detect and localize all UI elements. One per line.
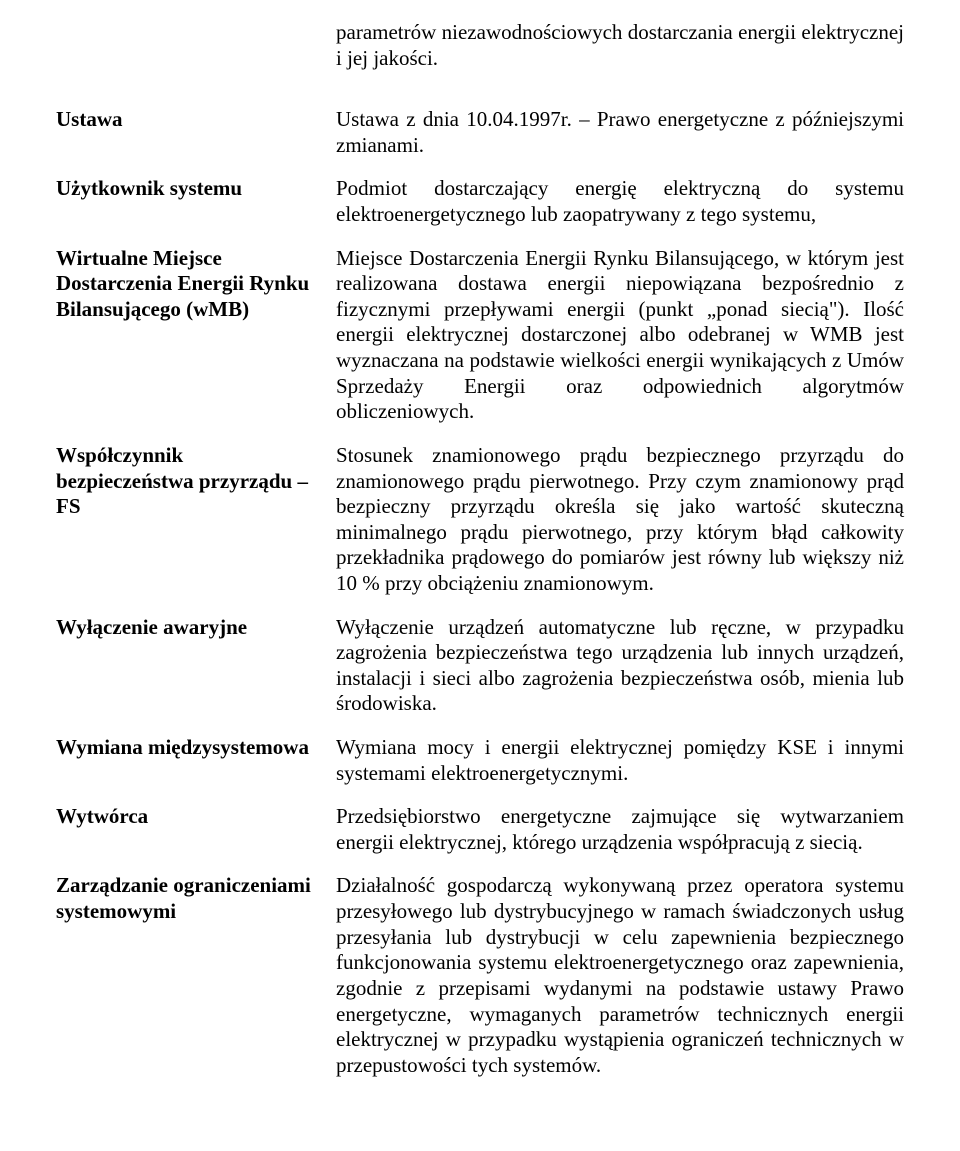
definition-term: Wymiana międzysystemowa <box>56 735 336 786</box>
definition-row: Wyłączenie awaryjneWyłączenie urządzeń a… <box>56 615 904 717</box>
definition-row: UstawaUstawa z dnia 10.04.1997r. – Prawo… <box>56 107 904 158</box>
intro-term-blank <box>56 20 336 89</box>
definition-term: Współczynnik bezpieczeństwa przyrządu – … <box>56 443 336 597</box>
definition-row: Zarządzanie ograniczeniami systemowymiDz… <box>56 873 904 1078</box>
definition-row: Współczynnik bezpieczeństwa przyrządu – … <box>56 443 904 597</box>
intro-row: parametrów niezawodnościowych dostarczan… <box>56 20 904 89</box>
definition-text: Wymiana mocy i energii elektrycznej pomi… <box>336 735 904 786</box>
definition-term: Wirtualne Miejsce Dostarczenia Energii R… <box>56 246 336 425</box>
definition-term: Zarządzanie ograniczeniami systemowymi <box>56 873 336 1078</box>
definition-text: Miejsce Dostarczenia Energii Rynku Bilan… <box>336 246 904 425</box>
document-page: parametrów niezawodnościowych dostarczan… <box>0 0 960 1151</box>
definition-term: Użytkownik systemu <box>56 176 336 227</box>
definition-text: Ustawa z dnia 10.04.1997r. – Prawo energ… <box>336 107 904 158</box>
definition-term: Wyłączenie awaryjne <box>56 615 336 717</box>
definition-term: Wytwórca <box>56 804 336 855</box>
definition-row: WytwórcaPrzedsiębiorstwo energetyczne za… <box>56 804 904 855</box>
definition-text: Stosunek znamionowego prądu bezpiecznego… <box>336 443 904 597</box>
definition-term: Ustawa <box>56 107 336 158</box>
definitions-list: UstawaUstawa z dnia 10.04.1997r. – Prawo… <box>56 107 904 1078</box>
definition-row: Wirtualne Miejsce Dostarczenia Energii R… <box>56 246 904 425</box>
definition-row: Wymiana międzysystemowaWymiana mocy i en… <box>56 735 904 786</box>
definition-text: Podmiot dostarczający energię elektryczn… <box>336 176 904 227</box>
definition-text: Przedsiębiorstwo energetyczne zajmujące … <box>336 804 904 855</box>
definition-text: Wyłączenie urządzeń automatyczne lub ręc… <box>336 615 904 717</box>
definition-row: Użytkownik systemuPodmiot dostarczający … <box>56 176 904 227</box>
definition-text: Działalność gospodarczą wykonywaną przez… <box>336 873 904 1078</box>
intro-text: parametrów niezawodnościowych dostarczan… <box>336 20 904 71</box>
